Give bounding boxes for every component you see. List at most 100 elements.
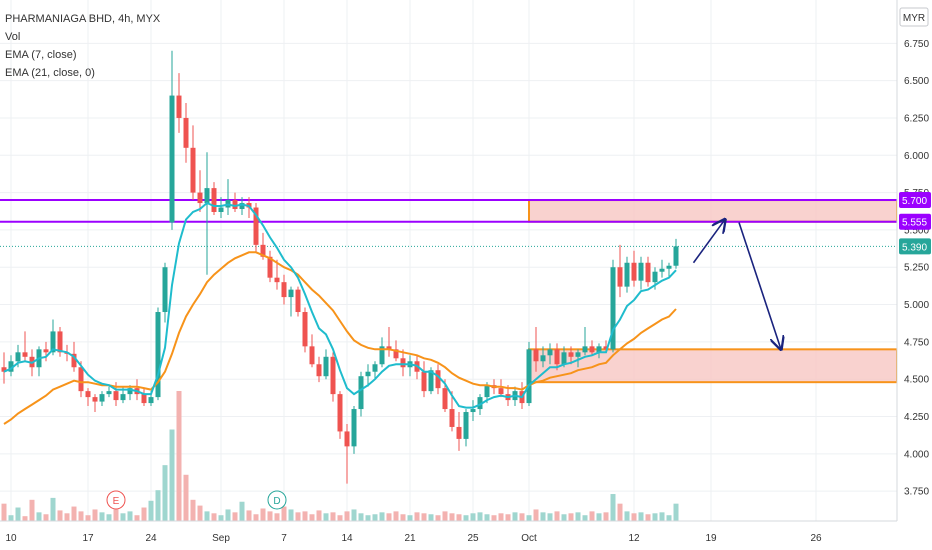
volume-bar xyxy=(414,512,420,521)
candle-body xyxy=(568,352,574,357)
volume-bar xyxy=(645,514,651,521)
candle-body xyxy=(365,371,371,377)
time-axis[interactable]: 10 17 24 Sep 7 14 21 25 Oct 12 19 26 xyxy=(0,520,897,544)
candle-body xyxy=(113,391,119,401)
event-marker-circle xyxy=(106,490,126,510)
price-tag-label: 5.390 xyxy=(902,242,927,253)
time-tick-label: 14 xyxy=(341,533,353,544)
candle-body xyxy=(554,349,560,365)
volume-bar xyxy=(232,512,238,521)
ema7-line xyxy=(3,201,677,409)
projection-arrow xyxy=(692,219,726,264)
price-tag xyxy=(899,238,931,255)
candle-body xyxy=(547,349,553,356)
volume-bar xyxy=(274,513,280,521)
volume-bar xyxy=(386,513,392,521)
candle-body xyxy=(428,370,434,392)
candle-body xyxy=(99,394,105,402)
candle-body xyxy=(92,397,98,402)
volume-bar xyxy=(407,515,413,521)
volume-bar xyxy=(400,514,406,521)
time-tick-label: Oct xyxy=(521,533,537,544)
candle-body xyxy=(302,312,308,347)
volume-bar xyxy=(155,490,161,521)
price-tick-label: 5.250 xyxy=(904,263,929,274)
price-tick-label: 5.500 xyxy=(904,225,929,236)
volume-bar xyxy=(358,513,364,521)
candle-body xyxy=(260,244,266,257)
volume-bar xyxy=(323,513,329,521)
candle-body xyxy=(330,356,336,395)
price-tag xyxy=(899,192,931,209)
candle-body xyxy=(22,352,28,357)
candle-body xyxy=(498,388,504,395)
candle-body xyxy=(400,358,406,368)
volume-bar xyxy=(1,503,7,521)
chart-legend: PHARMANIAGA BHD, 4h, MYX Vol EMA (7, clo… xyxy=(5,13,161,79)
candle-body xyxy=(589,346,595,353)
volume-bar xyxy=(470,513,476,521)
candle-body xyxy=(50,331,56,353)
volume-legend[interactable]: Vol xyxy=(5,31,20,43)
candle-body xyxy=(71,353,77,368)
volume-bar xyxy=(183,474,189,521)
volume-bar xyxy=(197,505,203,521)
volume-bar xyxy=(491,515,497,521)
candle-body xyxy=(421,371,427,392)
candle-body xyxy=(337,394,343,432)
candle-body xyxy=(533,349,539,362)
volume-bar xyxy=(113,504,119,521)
volume-bar xyxy=(379,512,385,521)
time-tick-label: 21 xyxy=(404,533,416,544)
price-tick-label: 3.750 xyxy=(904,487,929,498)
volume-bar xyxy=(442,511,448,521)
candle-body xyxy=(463,412,469,439)
volume-bar xyxy=(281,506,287,521)
candle-body xyxy=(526,349,532,404)
volume-bar xyxy=(288,509,294,521)
volume-bar xyxy=(246,510,252,521)
symbol-title[interactable]: PHARMANIAGA BHD, 4h, MYX xyxy=(5,13,161,25)
volume-bar xyxy=(141,507,147,521)
ema7-legend[interactable]: EMA (7, close) xyxy=(5,49,77,61)
volume-bar xyxy=(43,514,49,521)
ema21-legend[interactable]: EMA (21, close, 0) xyxy=(5,67,95,79)
volume-bar xyxy=(547,513,553,521)
price-tick-label: 4.750 xyxy=(904,337,929,348)
price-zone xyxy=(528,348,898,384)
volume-bar xyxy=(589,511,595,521)
time-tick-label: 19 xyxy=(705,533,717,544)
candle-body xyxy=(204,188,210,204)
candle-body xyxy=(477,397,483,410)
projection-arrows xyxy=(692,219,782,349)
candle-body xyxy=(295,289,301,313)
volume-bar xyxy=(78,511,84,521)
candle-body xyxy=(344,431,350,447)
price-tick-label: 6.500 xyxy=(904,76,929,87)
volume-bar xyxy=(337,515,343,521)
volume-bar xyxy=(575,512,581,521)
candle-body xyxy=(386,346,392,350)
time-tick-label: 10 xyxy=(5,533,17,544)
volume-bar xyxy=(526,515,532,521)
volume-bar xyxy=(463,515,469,521)
candle-body xyxy=(610,267,616,350)
candle-body xyxy=(638,262,644,281)
volume-bar xyxy=(617,503,623,521)
price-tick-label: 4.250 xyxy=(904,412,929,423)
volume-bar xyxy=(204,511,210,521)
volume-bar xyxy=(218,515,224,521)
candle-body xyxy=(652,271,658,283)
event-marker-label: D xyxy=(273,496,280,507)
price-axis[interactable]: 6.7506.5006.2506.0005.7505.5005.2505.000… xyxy=(896,0,932,550)
candle-body xyxy=(162,267,168,313)
candle-body xyxy=(232,200,238,210)
candle-body xyxy=(673,246,679,266)
price-tick-label: 6.000 xyxy=(904,151,929,162)
volume-bar xyxy=(302,511,308,521)
price-tick-label: 4.000 xyxy=(904,449,929,460)
volume-bar xyxy=(50,497,56,521)
candle-body xyxy=(575,352,581,357)
time-tick-label: 24 xyxy=(145,533,157,544)
